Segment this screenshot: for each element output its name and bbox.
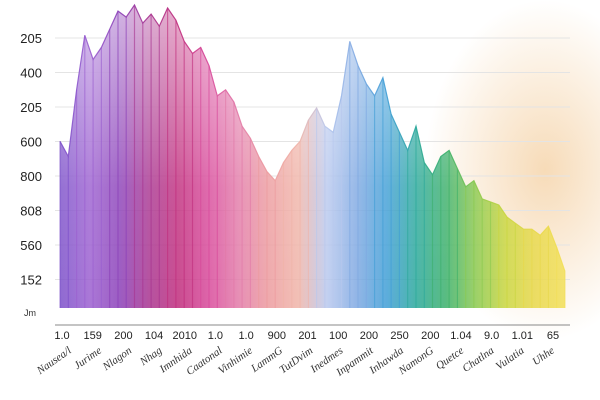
y-tick-label: 205 [20,100,42,115]
x-tick-label: 1.0 [238,330,253,342]
x-tick-label: 104 [145,330,163,342]
category-label: Chatlna [460,344,496,374]
y-tick-label: 205 [20,31,42,46]
x-tick-label: 200 [114,330,132,342]
y-tick-label: 600 [20,135,42,150]
unit-label: Jm [24,308,36,318]
x-tick-label: 2010 [173,330,197,342]
x-tick-label: 9.0 [484,330,499,342]
y-tick-label: 800 [20,169,42,184]
category-label: Nlagon [100,344,135,373]
y-tick-label: 808 [20,204,42,219]
x-tick-label: 65 [547,330,559,342]
category-label: Uhhe [530,345,556,369]
category-label: Jurime [72,345,104,372]
x-tick-label: 250 [390,330,408,342]
x-tick-label: 900 [268,330,286,342]
x-tick-label: 1.0 [208,330,223,342]
x-tick-label: 1.04 [450,330,471,342]
spectrum-outline [59,3,566,272]
x-tick-label: 1.01 [512,330,533,342]
x-tick-label: 200 [421,330,439,342]
category-label: TutDvim [277,345,315,377]
x-tick-label: 100 [329,330,347,342]
x-tick-label: 200 [360,330,378,342]
x-tick-label: 201 [298,330,316,342]
y-tick-label: 152 [20,273,42,288]
category-label: Quetce [434,345,466,373]
y-tick-label: 400 [20,66,42,81]
category-label: Vulatia [494,344,527,372]
category-label: Nausea/l [34,345,74,378]
spectrum-haze [60,5,565,308]
category-label: Vinhimie [216,345,255,377]
y-tick-label: 560 [20,238,42,253]
x-tick-label: 159 [84,330,102,342]
x-tick-label: 1.0 [54,330,69,342]
